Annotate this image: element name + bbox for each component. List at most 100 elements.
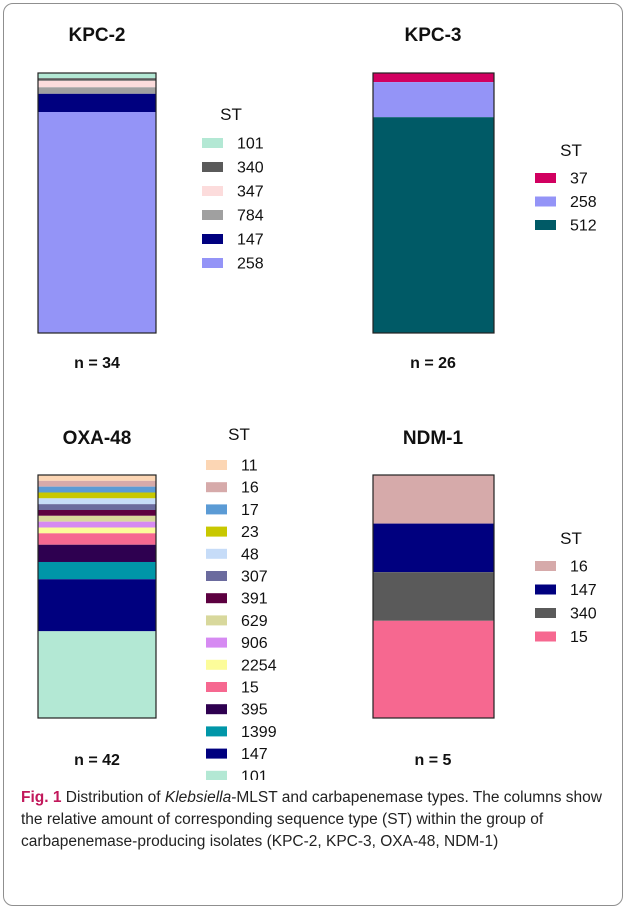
legend-swatch-oxa-48-st-906	[206, 637, 227, 648]
bar-segment-oxa-48-st-906	[38, 521, 156, 528]
panel-title-oxa-48: OXA-48	[63, 428, 132, 449]
legend-label-oxa-48-st-2254: 2254	[241, 657, 277, 674]
legend-swatch-oxa-48-st-391	[206, 593, 227, 604]
legend-title-kpc-3: ST	[560, 141, 582, 160]
legend-swatch-oxa-48-st-48	[206, 548, 227, 559]
bar-segment-kpc-2-st-258	[38, 112, 156, 333]
chart-area: KPC-2 n = 34 ST 101 340 347 784 147 258 KPC-3 n = …	[37, 25, 597, 780]
bar-segment-kpc-3-st-37	[373, 73, 494, 83]
bar-segment-oxa-48-st-17	[38, 486, 156, 493]
legend-swatch-oxa-48-st-23	[206, 526, 227, 537]
legend-label-oxa-48-st-629: 629	[241, 613, 268, 630]
legend-swatch-oxa-48-st-16	[206, 482, 227, 493]
legend-swatch-kpc-2-st-147	[202, 234, 223, 244]
bar-outline-oxa-48	[37, 474, 157, 719]
bar-segment-ndm-1-st-15	[373, 620, 494, 718]
legend-swatch-oxa-48-st-2254	[206, 659, 227, 670]
legend-label-ndm-1-st-16: 16	[570, 559, 588, 576]
bar-outline-ndm-1	[372, 474, 495, 719]
bar-segment-ndm-1-st-147	[373, 523, 494, 573]
bar-segment-oxa-48-st-147	[38, 579, 156, 632]
bar-segment-ndm-1-st-16	[373, 475, 494, 524]
legend-label-ndm-1-st-147: 147	[570, 582, 597, 599]
legend-label-ndm-1-st-340: 340	[570, 606, 597, 623]
legend-swatch-oxa-48-st-395	[206, 704, 227, 715]
bar-segment-oxa-48-st-395	[38, 544, 156, 562]
bar-segment-oxa-48-st-391	[38, 509, 156, 516]
bar-segment-kpc-3-st-258	[373, 82, 494, 118]
panel-title-kpc-2: KPC-2	[68, 25, 125, 46]
legend-label-kpc-2-st-101: 101	[237, 136, 264, 153]
legend-label-kpc-3-st-37: 37	[570, 171, 588, 188]
legend-swatch-oxa-48-st-15	[206, 682, 227, 692]
legend-label-kpc-3-st-512: 512	[570, 218, 597, 235]
legend-swatch-oxa-48-st-307	[206, 571, 227, 581]
bar-segment-oxa-48-st-2254	[38, 527, 156, 534]
legend-swatch-oxa-48-st-1399	[206, 726, 227, 737]
caption-label: Fig. 1	[21, 789, 62, 806]
panel-title-kpc-3: KPC-3	[404, 25, 461, 46]
bar-outline-kpc-2	[37, 72, 157, 334]
legend-swatch-kpc-3-st-258	[535, 196, 556, 207]
bar-segment-ndm-1-st-340	[373, 572, 494, 621]
legend-label-oxa-48-st-391: 391	[241, 591, 268, 608]
legend-swatch-oxa-48-st-629	[206, 615, 227, 626]
legend-label-kpc-2-st-340: 340	[237, 160, 264, 177]
legend-swatch-ndm-1-st-147	[535, 584, 556, 595]
figure-caption: Fig. 1 Distribution of Klebsiella-MLST a…	[21, 787, 611, 853]
bar-segment-kpc-2-st-147	[38, 93, 156, 112]
legend-title-kpc-2: ST	[220, 105, 242, 124]
sample-size-kpc-3: n = 26	[410, 355, 456, 372]
bar-segment-oxa-48-st-23	[38, 492, 156, 499]
legend-label-oxa-48-st-23: 23	[241, 524, 259, 541]
legend-title-oxa-48: ST	[228, 425, 250, 444]
bar-outline-kpc-3	[372, 72, 495, 334]
legend-label-oxa-48-st-395: 395	[241, 702, 268, 719]
bar-segment-kpc-2-st-784	[38, 87, 156, 94]
bar-segment-oxa-48-st-11	[38, 475, 156, 481]
caption-text-before: Distribution of	[61, 789, 165, 806]
bar-segment-kpc-2-st-340	[38, 78, 156, 81]
legend-swatch-oxa-48-st-17	[206, 504, 227, 515]
sample-size-ndm-1: n = 5	[415, 752, 452, 769]
legend-swatch-oxa-48-st-147	[206, 748, 227, 759]
bar-segment-kpc-2-st-101	[38, 73, 156, 79]
bar-segment-oxa-48-st-101	[38, 631, 156, 718]
legend-swatch-kpc-2-st-258	[202, 258, 223, 268]
legend-label-kpc-2-st-258: 258	[237, 256, 264, 273]
legend-label-oxa-48-st-906: 906	[241, 635, 268, 652]
legend-swatch-kpc-2-st-340	[202, 162, 223, 172]
legend-label-oxa-48-st-17: 17	[241, 502, 259, 519]
sample-size-oxa-48: n = 42	[74, 752, 120, 769]
bar-segment-oxa-48-st-48	[38, 498, 156, 505]
bar-segment-oxa-48-st-1399	[38, 561, 156, 580]
legend-label-oxa-48-st-1399: 1399	[241, 724, 277, 741]
legend-label-kpc-2-st-347: 347	[237, 184, 264, 201]
legend-swatch-kpc-2-st-101	[202, 138, 223, 148]
legend-swatch-kpc-2-st-347	[202, 186, 223, 196]
caption-text-after: -MLST and carbapenemase types. The colum…	[21, 789, 602, 850]
legend-label-oxa-48-st-16: 16	[241, 480, 259, 497]
bar-segment-kpc-2-st-347	[38, 80, 156, 88]
legend-label-kpc-2-st-784: 784	[237, 208, 264, 225]
legend-title-ndm-1: ST	[560, 529, 582, 548]
legend-swatch-ndm-1-st-15	[535, 631, 556, 642]
legend-label-kpc-3-st-258: 258	[570, 194, 597, 211]
legend-label-oxa-48-st-48: 48	[241, 546, 259, 563]
legend-label-ndm-1-st-15: 15	[570, 629, 588, 646]
legend-label-kpc-2-st-147: 147	[237, 232, 264, 249]
legend-swatch-kpc-2-st-784	[202, 210, 223, 220]
legend-swatch-oxa-48-st-11	[206, 460, 227, 470]
bar-segment-oxa-48-st-307	[38, 504, 156, 510]
legend-swatch-ndm-1-st-16	[535, 561, 556, 571]
bar-segment-oxa-48-st-629	[38, 515, 156, 522]
legend-label-oxa-48-st-307: 307	[241, 569, 268, 586]
legend-swatch-ndm-1-st-340	[535, 608, 556, 618]
legend-label-oxa-48-st-15: 15	[241, 680, 259, 697]
caption-italic: Klebsiella	[164, 789, 232, 806]
legend-label-oxa-48-st-147: 147	[241, 746, 268, 763]
bar-segment-oxa-48-st-16	[38, 480, 156, 487]
sample-size-kpc-2: n = 34	[74, 355, 120, 372]
bar-segment-oxa-48-st-15	[38, 533, 156, 545]
legend-label-oxa-48-st-101: 101	[241, 768, 268, 780]
